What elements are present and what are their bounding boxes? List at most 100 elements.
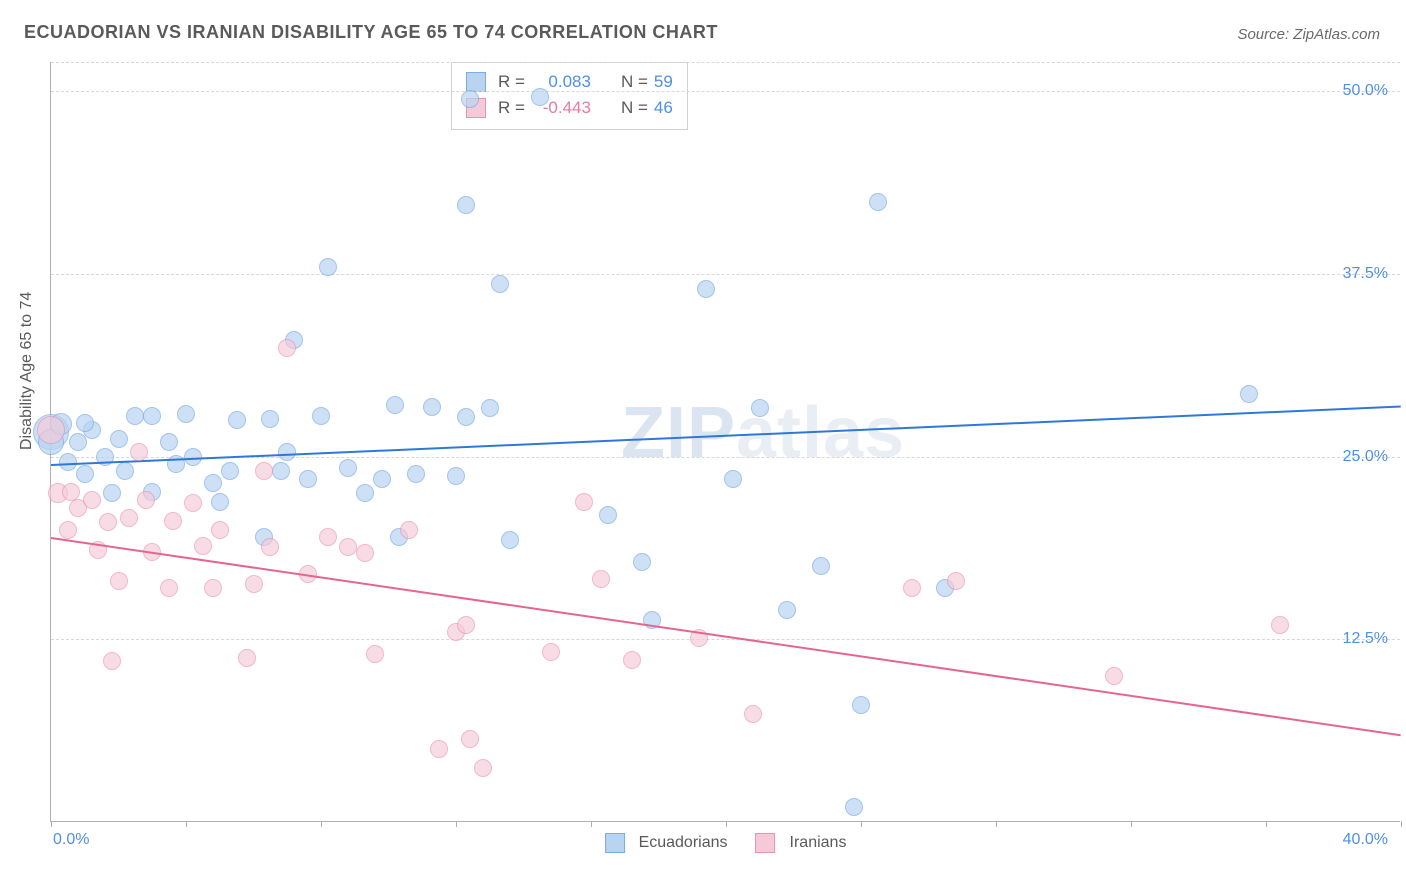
data-point <box>110 572 128 590</box>
data-point <box>575 493 593 511</box>
data-point <box>278 339 296 357</box>
data-point <box>299 470 317 488</box>
data-point <box>457 616 475 634</box>
data-point <box>339 459 357 477</box>
x-axis-min-label: 0.0% <box>53 831 89 849</box>
data-point <box>261 538 279 556</box>
chart-title: ECUADORIAN VS IRANIAN DISABILITY AGE 65 … <box>24 22 718 43</box>
source-attribution: Source: ZipAtlas.com <box>1237 26 1380 43</box>
data-point <box>204 474 222 492</box>
legend-swatch <box>756 833 776 853</box>
n-value: 46 <box>654 95 673 121</box>
data-point <box>184 494 202 512</box>
data-point <box>491 275 509 293</box>
data-point <box>160 579 178 597</box>
legend-swatch <box>605 833 625 853</box>
legend-item: Iranians <box>756 833 847 853</box>
data-point <box>481 399 499 417</box>
data-point <box>869 193 887 211</box>
data-point <box>778 601 796 619</box>
data-point <box>474 759 492 777</box>
data-point <box>400 521 418 539</box>
data-point <box>339 538 357 556</box>
data-point <box>501 531 519 549</box>
data-point <box>211 493 229 511</box>
data-point <box>461 90 479 108</box>
data-point <box>356 544 374 562</box>
data-point <box>457 196 475 214</box>
data-point <box>137 491 155 509</box>
data-point <box>312 407 330 425</box>
data-point <box>633 553 651 571</box>
r-label: R = <box>498 95 525 121</box>
stats-legend: R = 0.083N = 59R = -0.443N = 46 <box>451 62 688 130</box>
data-point <box>1271 616 1289 634</box>
data-point <box>120 509 138 527</box>
data-point <box>194 537 212 555</box>
data-point <box>319 258 337 276</box>
y-tick-label: 12.5% <box>1343 630 1388 648</box>
data-point <box>164 512 182 530</box>
data-point <box>110 430 128 448</box>
x-tick <box>1131 821 1132 827</box>
data-point <box>177 405 195 423</box>
data-point <box>245 575 263 593</box>
stats-legend-row: R = -0.443N = 46 <box>466 95 673 121</box>
data-point <box>103 652 121 670</box>
data-point <box>160 433 178 451</box>
data-point <box>903 579 921 597</box>
data-point <box>697 280 715 298</box>
x-tick <box>996 821 997 827</box>
legend-label: Iranians <box>790 834 847 852</box>
data-point <box>272 462 290 480</box>
x-tick <box>591 821 592 827</box>
data-point <box>37 416 65 444</box>
data-point <box>447 467 465 485</box>
data-point <box>221 462 239 480</box>
data-point <box>373 470 391 488</box>
gridline <box>51 274 1400 275</box>
data-point <box>126 407 144 425</box>
data-point <box>423 398 441 416</box>
data-point <box>812 557 830 575</box>
data-point <box>366 645 384 663</box>
data-point <box>261 410 279 428</box>
data-point <box>542 643 560 661</box>
legend-item: Ecuadorians <box>605 833 728 853</box>
data-point <box>386 396 404 414</box>
gridline <box>51 91 1400 92</box>
x-tick <box>1401 821 1402 827</box>
data-point <box>947 572 965 590</box>
data-point <box>228 411 246 429</box>
series-legend: Ecuadorians Iranians <box>605 833 847 853</box>
data-point <box>99 513 117 531</box>
data-point <box>592 570 610 588</box>
data-point <box>83 491 101 509</box>
data-point <box>407 465 425 483</box>
data-point <box>724 470 742 488</box>
x-tick <box>51 821 52 827</box>
data-point <box>130 443 148 461</box>
trend-line <box>51 537 1401 736</box>
x-tick <box>456 821 457 827</box>
data-point <box>751 399 769 417</box>
x-tick <box>726 821 727 827</box>
y-tick-label: 25.0% <box>1343 448 1388 466</box>
data-point <box>1240 385 1258 403</box>
data-point <box>278 443 296 461</box>
x-tick <box>186 821 187 827</box>
data-point <box>430 740 448 758</box>
watermark-zip: ZIP <box>621 393 736 473</box>
data-point <box>211 521 229 539</box>
data-point <box>76 465 94 483</box>
data-point <box>531 88 549 106</box>
data-point <box>59 521 77 539</box>
data-point <box>76 414 94 432</box>
data-point <box>461 730 479 748</box>
n-label: N = <box>621 95 648 121</box>
data-point <box>116 462 134 480</box>
y-tick-label: 50.0% <box>1343 82 1388 100</box>
data-point <box>356 484 374 502</box>
data-point <box>599 506 617 524</box>
data-point <box>1105 667 1123 685</box>
